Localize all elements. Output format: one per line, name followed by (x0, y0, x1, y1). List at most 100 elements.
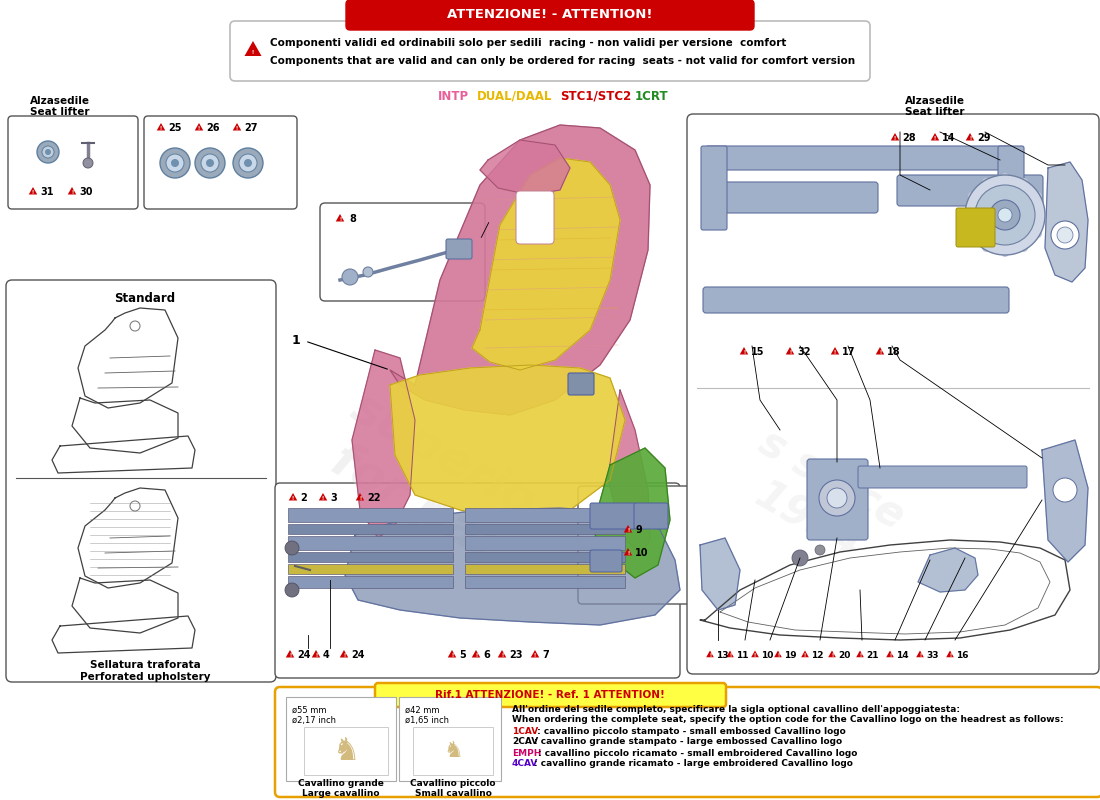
Polygon shape (774, 650, 782, 658)
Text: 4CAV: 4CAV (512, 759, 538, 769)
Text: Standard: Standard (114, 291, 176, 305)
Text: !: ! (804, 653, 806, 658)
Text: 33: 33 (926, 650, 938, 659)
Polygon shape (68, 187, 76, 194)
Text: ø2,17 inch: ø2,17 inch (292, 715, 336, 725)
Circle shape (285, 583, 299, 597)
FancyBboxPatch shape (412, 727, 493, 775)
Text: 10: 10 (761, 650, 773, 659)
Circle shape (820, 480, 855, 516)
Text: !: ! (315, 653, 317, 658)
Polygon shape (624, 525, 632, 533)
Text: !: ! (879, 350, 881, 355)
Circle shape (244, 159, 252, 167)
Polygon shape (472, 158, 620, 370)
Text: !: ! (708, 653, 711, 658)
Text: !: ! (235, 126, 238, 131)
Bar (465, 576, 625, 588)
Polygon shape (156, 123, 165, 130)
Circle shape (363, 267, 373, 277)
Polygon shape (319, 493, 328, 501)
Text: ø42 mm: ø42 mm (405, 706, 440, 714)
Text: Cavallino piccolo: Cavallino piccolo (410, 779, 496, 789)
Text: !: ! (754, 653, 756, 658)
Text: : cavallino piccolo stampato - small embossed Cavallino logo: : cavallino piccolo stampato - small emb… (534, 726, 846, 735)
Text: !: ! (889, 653, 891, 658)
Text: Small cavallino: Small cavallino (415, 789, 492, 798)
Polygon shape (887, 650, 894, 658)
FancyBboxPatch shape (807, 459, 868, 540)
Text: !: ! (894, 136, 896, 141)
Circle shape (1050, 221, 1079, 249)
Polygon shape (345, 508, 680, 625)
Polygon shape (1045, 162, 1088, 282)
Text: Seat lifter: Seat lifter (905, 107, 965, 117)
FancyBboxPatch shape (568, 373, 594, 395)
Text: !: ! (742, 350, 745, 355)
FancyBboxPatch shape (6, 280, 276, 682)
Text: Seat lifter: Seat lifter (31, 107, 90, 117)
Circle shape (962, 211, 971, 219)
Text: 5: 5 (459, 650, 465, 660)
FancyBboxPatch shape (701, 146, 727, 230)
Text: 21: 21 (866, 650, 879, 659)
Polygon shape (876, 347, 884, 354)
Text: 27: 27 (244, 123, 257, 133)
Text: Alzasedile: Alzasedile (905, 96, 965, 106)
Polygon shape (352, 350, 415, 538)
Text: !: ! (475, 653, 477, 658)
FancyBboxPatch shape (8, 116, 137, 209)
Text: !: ! (322, 496, 324, 501)
Polygon shape (785, 347, 794, 354)
Bar (288, 552, 453, 562)
Text: !: ! (339, 217, 341, 222)
Polygon shape (700, 538, 740, 610)
Text: 2: 2 (300, 493, 307, 503)
Polygon shape (828, 650, 836, 658)
Circle shape (233, 148, 263, 178)
Text: 18: 18 (887, 347, 901, 357)
Bar (465, 508, 625, 522)
Polygon shape (390, 365, 625, 520)
FancyBboxPatch shape (516, 191, 554, 244)
Text: !: ! (451, 653, 453, 658)
Text: 26: 26 (206, 123, 220, 133)
Bar (465, 564, 625, 574)
Polygon shape (340, 650, 349, 658)
Circle shape (965, 175, 1045, 255)
Bar (288, 508, 453, 522)
Text: 3: 3 (330, 493, 337, 503)
Text: !: ! (160, 126, 162, 131)
Circle shape (37, 141, 59, 163)
Circle shape (201, 154, 219, 172)
Text: 9: 9 (635, 525, 641, 535)
FancyBboxPatch shape (375, 683, 726, 707)
FancyBboxPatch shape (956, 208, 996, 247)
Circle shape (206, 159, 214, 167)
Text: Cavallino grande: Cavallino grande (298, 779, 384, 789)
Circle shape (1040, 211, 1047, 219)
Polygon shape (966, 133, 975, 141)
Polygon shape (801, 650, 808, 658)
Polygon shape (233, 123, 241, 130)
Polygon shape (288, 493, 297, 501)
Circle shape (45, 149, 51, 155)
Text: !: ! (918, 653, 921, 658)
Text: EMPH: EMPH (512, 749, 541, 758)
Polygon shape (946, 650, 954, 658)
FancyBboxPatch shape (578, 486, 694, 604)
Text: !: ! (729, 653, 732, 658)
Text: Componenti validi ed ordinabili solo per sedili  racing - non validi per version: Componenti validi ed ordinabili solo per… (270, 38, 786, 48)
FancyBboxPatch shape (590, 503, 636, 529)
Text: 7: 7 (542, 650, 549, 660)
Polygon shape (931, 133, 939, 141)
Circle shape (82, 158, 94, 168)
Text: 11: 11 (736, 650, 748, 659)
Text: 12: 12 (811, 650, 824, 659)
Text: DUAL/DAAL: DUAL/DAAL (477, 90, 552, 102)
Text: 14: 14 (942, 133, 956, 143)
Text: !: ! (292, 496, 294, 501)
Text: !: ! (534, 653, 536, 658)
Text: !: ! (627, 528, 629, 533)
Text: 4: 4 (323, 650, 330, 660)
